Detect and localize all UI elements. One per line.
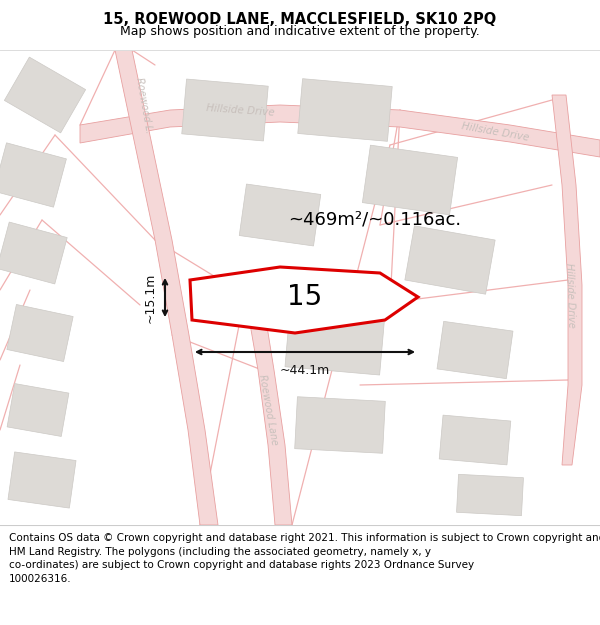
Polygon shape: [298, 79, 392, 141]
Polygon shape: [245, 295, 292, 525]
Polygon shape: [4, 57, 86, 133]
Text: Roewood Lane: Roewood Lane: [257, 374, 279, 446]
Polygon shape: [0, 143, 67, 207]
Text: ~469m²/~0.116ac.: ~469m²/~0.116ac.: [289, 211, 461, 229]
Text: Roewood L.: Roewood L.: [134, 76, 154, 134]
Polygon shape: [552, 95, 582, 465]
Text: Map shows position and indicative extent of the property.: Map shows position and indicative extent…: [120, 24, 480, 38]
Polygon shape: [8, 452, 76, 508]
Polygon shape: [239, 184, 321, 246]
Polygon shape: [115, 50, 218, 525]
Text: Hillside Drive: Hillside Drive: [460, 121, 530, 143]
Polygon shape: [182, 79, 268, 141]
Polygon shape: [7, 304, 73, 361]
Polygon shape: [285, 305, 385, 375]
Text: ~44.1m: ~44.1m: [280, 364, 330, 377]
Polygon shape: [0, 222, 67, 284]
Polygon shape: [439, 415, 511, 465]
Polygon shape: [190, 267, 418, 333]
Text: Hillside Drive: Hillside Drive: [564, 262, 576, 328]
Text: Hillside Drive: Hillside Drive: [205, 102, 275, 118]
Polygon shape: [295, 397, 385, 453]
Text: 15, ROEWOOD LANE, MACCLESFIELD, SK10 2PQ: 15, ROEWOOD LANE, MACCLESFIELD, SK10 2PQ: [103, 12, 497, 28]
Polygon shape: [7, 384, 69, 436]
Polygon shape: [80, 105, 600, 157]
Polygon shape: [362, 145, 458, 215]
Polygon shape: [457, 474, 523, 516]
Text: 15: 15: [287, 283, 323, 311]
Polygon shape: [437, 321, 513, 379]
Text: Contains OS data © Crown copyright and database right 2021. This information is : Contains OS data © Crown copyright and d…: [9, 533, 600, 584]
Text: ~15.1m: ~15.1m: [144, 272, 157, 322]
Polygon shape: [405, 226, 495, 294]
